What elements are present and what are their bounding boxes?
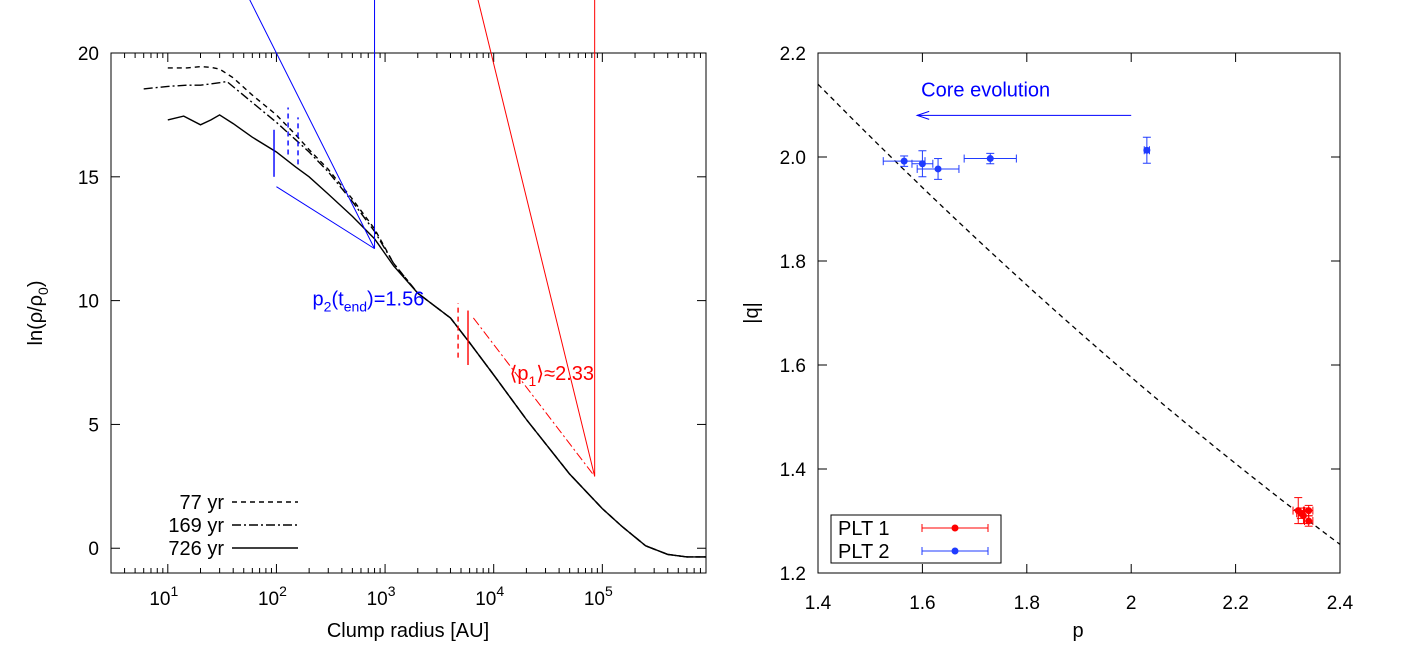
- slope-arrow-head: [249, 0, 376, 249]
- core-evolution-arrow-head: [915, 110, 930, 120]
- legend-marker: [951, 547, 959, 555]
- data-point-PLT-2: [934, 165, 942, 173]
- legend-label: PLT 2: [838, 541, 890, 563]
- y-tick-label: 1.6: [780, 356, 806, 377]
- left-chart: 101 102 103 104 105 0 5 10 15 20 p2(tend)=1.56 ⟨p1…: [25, 0, 707, 642]
- y-tick-label: 2.2: [780, 44, 806, 65]
- data-point-PLT-1: [1297, 509, 1305, 517]
- legend-label: 169 yr: [168, 515, 224, 537]
- right-x-axis-label: p: [1072, 620, 1083, 642]
- x-tick-label: 2: [1126, 593, 1137, 614]
- y-tick-label: 0: [88, 539, 99, 560]
- x-tick-label: 2.2: [1222, 593, 1248, 614]
- x-tick-label: 1.4: [805, 593, 832, 614]
- x-tick-label: 103: [367, 583, 396, 610]
- legend-box: [830, 514, 1002, 564]
- x-tick-label: 2.4: [1327, 593, 1354, 614]
- x-tick-label: 105: [584, 583, 613, 610]
- legend-marker: [951, 524, 959, 532]
- y-tick-label: 1.4: [780, 460, 807, 481]
- y-tick-label: 10: [78, 292, 99, 313]
- theory-curve: [817, 83, 1341, 545]
- data-point-PLT-2: [900, 157, 908, 165]
- core-evolution-label: Core evolution: [921, 79, 1050, 101]
- data-point-PLT-2: [986, 155, 994, 163]
- slope-arrow: [472, 317, 596, 477]
- x-tick-label: 1.8: [1014, 593, 1040, 614]
- right-y-axis-label: |q|: [741, 302, 763, 324]
- legend-label: 77 yr: [180, 492, 225, 514]
- y-tick-label: 20: [78, 44, 99, 65]
- series-line-169-yr: [143, 80, 706, 558]
- x-tick-label: 1.6: [909, 593, 935, 614]
- y-tick-label: 2.0: [780, 148, 806, 169]
- series-line-77-yr: [167, 65, 706, 558]
- annotation-p2: p2(tend)=1.56: [313, 289, 425, 315]
- y-tick-label: 15: [78, 168, 99, 189]
- annotation-p1: ⟨p1⟩≈2.33: [510, 363, 594, 389]
- data-point-PLT-1: [1305, 507, 1313, 515]
- data-point-PLT-2: [918, 160, 926, 168]
- slope-arrow-head: [477, 0, 596, 477]
- left-x-axis-label: Clump radius [AU]: [327, 620, 489, 642]
- slope-arrow: [276, 186, 375, 250]
- x-tick-label: 102: [258, 583, 287, 610]
- data-point-PLT-2: [1143, 146, 1151, 154]
- x-tick-label: 104: [475, 583, 504, 610]
- y-tick-label: 1.8: [780, 252, 806, 273]
- y-tick-label: 1.2: [780, 564, 806, 585]
- legend-label: 726 yr: [168, 538, 224, 560]
- series-line-726-yr: [167, 114, 706, 558]
- y-tick-label: 5: [88, 415, 99, 436]
- data-point-PLT-1: [1305, 517, 1313, 525]
- legend-label: PLT 1: [838, 518, 890, 540]
- right-chart: 1.4 1.6 1.8 2 2.2 2.4 1.2 1.4 1.6 1.8 2.0 2.2 Core …: [741, 44, 1354, 642]
- right-plot-frame: [817, 52, 1341, 574]
- left-y-axis-label: ln(ρ/ρ0): [25, 280, 51, 345]
- x-tick-label: 101: [149, 583, 178, 610]
- left-plot-frame: [110, 52, 707, 574]
